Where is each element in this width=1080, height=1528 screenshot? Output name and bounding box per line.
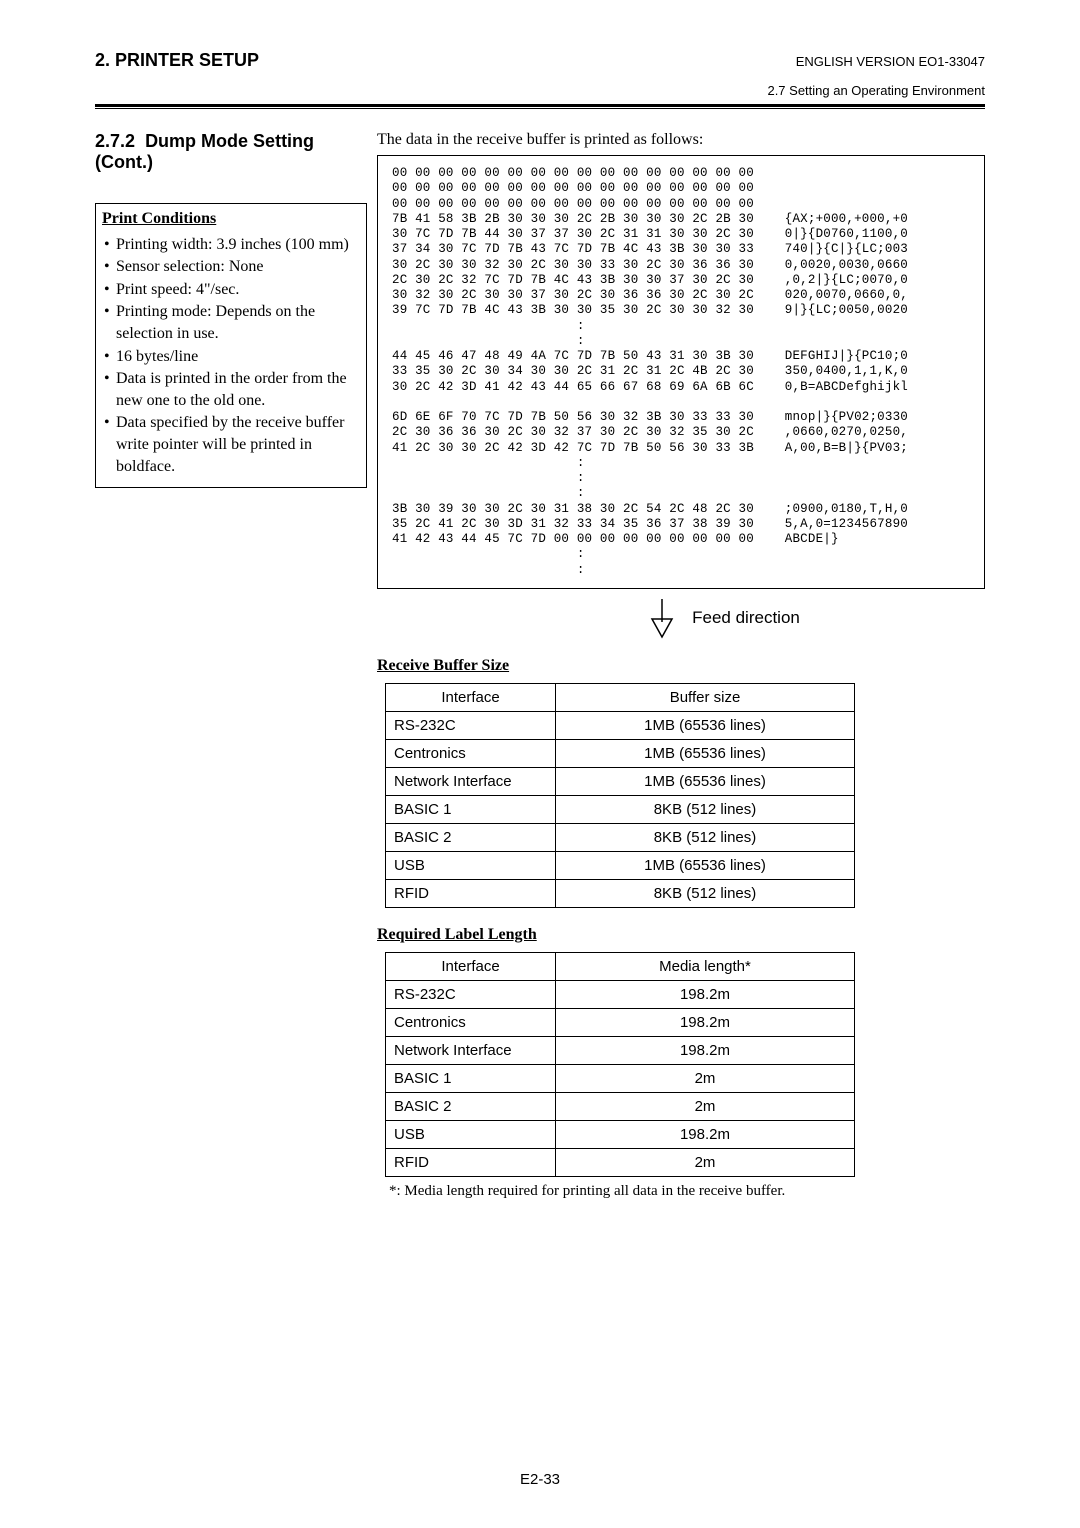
print-conditions-box: Print Conditions Printing width: 3.9 inc… (95, 203, 367, 488)
hex-line: 2C 30 36 36 30 2C 30 32 37 30 2C 30 32 3… (392, 425, 908, 439)
table-cell: BASIC 2 (386, 1092, 556, 1120)
receive-buffer-title: Receive Buffer Size (377, 657, 985, 675)
intro-text: The data in the receive buffer is printe… (377, 131, 985, 149)
feed-direction-label: Feed direction (692, 608, 800, 628)
section-number: 2.7.2 (95, 131, 135, 151)
hex-line: 00 00 00 00 00 00 00 00 00 00 00 00 00 0… (392, 181, 754, 195)
hex-line: 00 00 00 00 00 00 00 00 00 00 00 00 00 0… (392, 166, 754, 180)
hex-line: 2C 30 2C 32 7C 7D 7B 4C 43 3B 30 30 37 3… (392, 273, 908, 287)
table-cell: Centronics (386, 1008, 556, 1036)
header-rule-thin (95, 108, 985, 109)
hex-dump-box: 00 00 00 00 00 00 00 00 00 00 00 00 00 0… (377, 155, 985, 589)
cond-item: Printing mode: Depends on the selection … (102, 301, 360, 344)
table-cell: 198.2m (556, 1120, 855, 1148)
table-cell: BASIC 2 (386, 823, 556, 851)
page-number: E2-33 (0, 1471, 1080, 1488)
hex-line: 30 2C 42 3D 41 42 43 44 65 66 67 68 69 6… (392, 380, 908, 394)
section-heading: 2.7.2 Dump Mode Setting (Cont.) (95, 131, 367, 173)
cond-item: Print speed: 4"/sec. (102, 279, 360, 301)
hex-line: 7B 41 58 3B 2B 30 30 30 2C 2B 30 30 30 2… (392, 212, 908, 226)
feed-direction-row: Feed direction (417, 597, 1025, 639)
print-conditions-list: Printing width: 3.9 inches (100 mm) Sens… (102, 234, 360, 478)
table-header: Buffer size (556, 683, 855, 711)
table-cell: 2m (556, 1064, 855, 1092)
table-cell: Network Interface (386, 767, 556, 795)
hex-line: 35 2C 41 2C 30 3D 31 32 33 34 35 36 37 3… (392, 517, 908, 531)
label-length-table: Interface Media length* RS-232C198.2m Ce… (385, 952, 855, 1177)
table-cell: 2m (556, 1148, 855, 1176)
hex-line: 30 32 30 2C 30 30 37 30 2C 30 36 36 30 2… (392, 288, 908, 302)
main-columns: 2.7.2 Dump Mode Setting (Cont.) Print Co… (95, 131, 985, 1200)
label-length-title: Required Label Length (377, 926, 985, 944)
header-section: 2. PRINTER SETUP (95, 50, 259, 71)
table-cell: 198.2m (556, 1036, 855, 1064)
cond-item: 16 bytes/line (102, 346, 360, 368)
table-cell: 198.2m (556, 1008, 855, 1036)
table-cell: USB (386, 1120, 556, 1148)
hex-line: 00 00 00 00 00 00 00 00 00 00 00 00 00 0… (392, 197, 754, 211)
print-conditions-title: Print Conditions (102, 208, 360, 230)
hex-line: 30 7C 7D 7B 44 30 37 37 30 2C 31 31 30 3… (392, 227, 908, 241)
table-cell: 1MB (65536 lines) (556, 767, 855, 795)
table-cell: 1MB (65536 lines) (556, 851, 855, 879)
hex-line: 33 35 30 2C 30 34 30 30 2C 31 2C 31 2C 4… (392, 364, 908, 378)
hex-line: 6D 6E 6F 70 7C 7D 7B 50 56 30 32 3B 30 3… (392, 410, 908, 424)
table-cell: 198.2m (556, 980, 855, 1008)
table-header: Interface (386, 683, 556, 711)
table-cell: BASIC 1 (386, 795, 556, 823)
cond-item: Printing width: 3.9 inches (100 mm) (102, 234, 360, 256)
table-cell: Network Interface (386, 1036, 556, 1064)
table-cell: 8KB (512 lines) (556, 795, 855, 823)
cond-item: Data specified by the receive buffer wri… (102, 412, 360, 477)
table-cell: RS-232C (386, 711, 556, 739)
table-cell: 8KB (512 lines) (556, 823, 855, 851)
right-column: The data in the receive buffer is printe… (367, 131, 985, 1200)
table-cell: 1MB (65536 lines) (556, 711, 855, 739)
cond-item: Data is printed in the order from the ne… (102, 368, 360, 411)
label-footnote: *: Media length required for printing al… (389, 1183, 985, 1200)
hex-line: 44 45 46 47 48 49 4A 7C 7D 7B 50 43 31 3… (392, 349, 908, 363)
table-cell: BASIC 1 (386, 1064, 556, 1092)
hex-line: 30 2C 30 30 32 30 2C 30 30 33 30 2C 30 3… (392, 258, 908, 272)
hex-line: 37 34 30 7C 7D 7B 43 7C 7D 7B 4C 43 3B 3… (392, 242, 908, 256)
hex-line: 3B 30 39 30 30 2C 30 31 38 30 2C 54 2C 4… (392, 502, 908, 516)
table-cell: Centronics (386, 739, 556, 767)
hex-line: 39 7C 7D 7B 4C 43 3B 30 30 35 30 2C 30 3… (392, 303, 908, 317)
cond-item: Sensor selection: None (102, 256, 360, 278)
table-cell: USB (386, 851, 556, 879)
header-rule-thick (95, 104, 985, 107)
table-cell: 1MB (65536 lines) (556, 739, 855, 767)
feed-arrow-icon (642, 597, 682, 639)
hex-line: 41 2C 30 30 2C 42 3D 42 7C 7D 7B 50 56 3… (392, 441, 908, 455)
header-subsection: 2.7 Setting an Operating Environment (95, 83, 985, 98)
table-cell: RS-232C (386, 980, 556, 1008)
table-cell: 8KB (512 lines) (556, 879, 855, 907)
table-header: Media length* (556, 952, 855, 980)
table-cell: 2m (556, 1092, 855, 1120)
header-version: ENGLISH VERSION EO1-33047 (796, 54, 985, 69)
page-header: 2. PRINTER SETUP ENGLISH VERSION EO1-330… (95, 50, 985, 73)
table-cell: RFID (386, 879, 556, 907)
left-column: 2.7.2 Dump Mode Setting (Cont.) Print Co… (95, 131, 367, 1200)
table-cell: RFID (386, 1148, 556, 1176)
receive-buffer-table: Interface Buffer size RS-232C1MB (65536 … (385, 683, 855, 908)
table-header: Interface (386, 952, 556, 980)
hex-line: 41 42 43 44 45 7C 7D 00 00 00 00 00 00 0… (392, 532, 839, 546)
